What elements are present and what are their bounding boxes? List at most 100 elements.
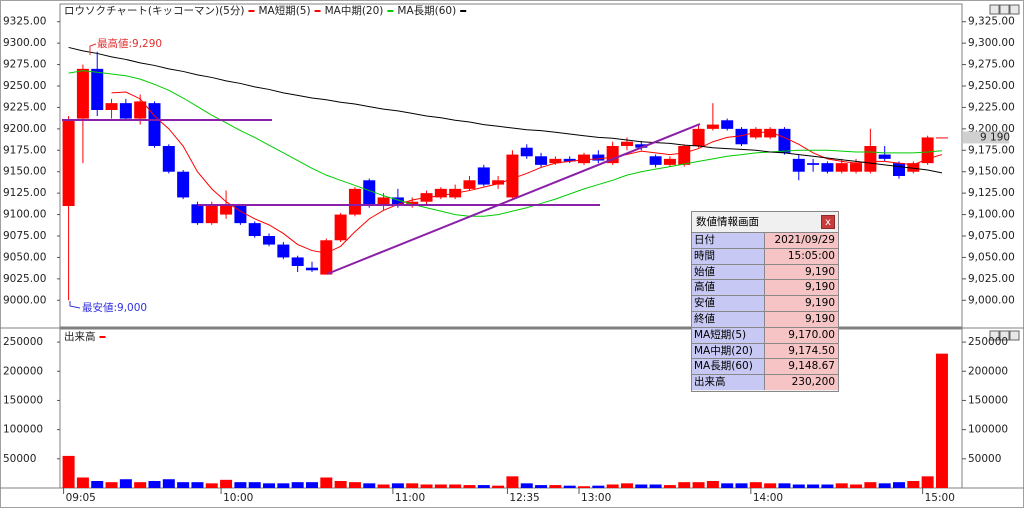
candle-body — [792, 158, 805, 172]
y-tick-label: 9050.00 — [3, 251, 46, 263]
info-panel[interactable]: 数値情報画面 x 日付 2021/09/29 時間 15:05:00 始値 9,190 高値… — [691, 211, 839, 392]
volume-bar — [578, 486, 591, 488]
candle-body — [893, 163, 906, 176]
volume-tick-label: 250000 — [3, 336, 43, 348]
legend-marker — [99, 336, 106, 338]
volume-bar — [635, 484, 648, 488]
info-key: MA中期(20) — [692, 343, 765, 359]
y-tick-label: 9075.00 — [3, 230, 46, 242]
y-tick-label: 9175.00 — [3, 144, 46, 156]
info-row: 時間 15:05:00 — [692, 247, 838, 264]
info-row: 安値 9,190 — [692, 295, 838, 311]
volume-bar — [363, 483, 376, 488]
volume-bar — [406, 483, 419, 488]
candle-body — [263, 236, 276, 245]
y2-tick-label: 9,225.00 — [968, 101, 1015, 113]
chart-title: ロウソクチャート(キッコーマン)(5分) — [64, 5, 244, 17]
info-row: 高値 9,190 — [692, 279, 838, 296]
candle-body — [377, 197, 390, 206]
volume-bar — [134, 482, 147, 488]
close-button[interactable]: x — [821, 215, 835, 229]
window-buttons[interactable] — [989, 4, 1020, 341]
y2-tick-label: 9,025.00 — [968, 273, 1015, 285]
info-key: MA長期(60) — [692, 359, 765, 375]
volume-bar — [320, 477, 333, 488]
y2-tick-label: 9,275.00 — [968, 59, 1015, 71]
y2-tick-label: 9,250.00 — [968, 80, 1015, 92]
y-tick-label: 9100.00 — [3, 209, 46, 221]
volume-tick-label: 150000 — [3, 394, 43, 406]
candle-body — [391, 197, 404, 206]
info-key: 終値 — [692, 311, 765, 327]
button[interactable] — [1009, 4, 1020, 15]
candle-body — [592, 154, 605, 161]
candle-body — [205, 206, 218, 224]
candle-body — [492, 180, 505, 185]
volume-bar — [334, 480, 347, 488]
volume-bar — [807, 484, 820, 488]
volume-bar — [391, 483, 404, 488]
y-tick-label: 9200.00 — [3, 123, 46, 135]
candle-body — [778, 128, 791, 153]
info-value: 15:05:00 — [765, 248, 838, 264]
volume-bar — [721, 483, 734, 488]
y2-tick-label: 9,075.00 — [968, 230, 1015, 242]
candle-body — [663, 158, 676, 165]
info-value: 9,190 — [765, 264, 838, 280]
info-value: 9,174.50 — [765, 343, 838, 359]
button[interactable] — [999, 4, 1010, 15]
volume-bar — [620, 483, 633, 488]
candle-body — [320, 240, 333, 275]
volume-bar — [492, 485, 505, 488]
volume-bar — [678, 482, 691, 488]
low-label: 最安値:9,000 — [82, 301, 147, 314]
button[interactable] — [999, 330, 1010, 341]
volume-tick-label: 200000 — [3, 365, 43, 377]
info-value: 2021/09/29 — [765, 233, 838, 248]
x-tick-label: 09:05 — [66, 492, 96, 504]
volume-bar — [119, 479, 132, 488]
volume-bar — [663, 485, 676, 488]
high-annotation: 最高値:9,290 — [89, 37, 162, 55]
ma-line — [68, 70, 943, 217]
volume-bar — [420, 484, 433, 488]
y-tick-label: 9025.00 — [3, 273, 46, 285]
button[interactable] — [1009, 330, 1020, 341]
info-title: 数値情報画面 — [696, 216, 759, 228]
y2-tick-label: 9,175.00 — [968, 144, 1015, 156]
info-rows: 日付 2021/09/29 時間 15:05:00 始値 9,190 高値 9,190 安値 9,… — [692, 232, 838, 390]
candle-body — [878, 154, 891, 159]
volume-bar — [692, 482, 705, 488]
candle-body — [520, 147, 533, 157]
candle-body — [864, 146, 877, 172]
volume-bar — [248, 482, 261, 488]
info-key: 出来高 — [692, 375, 765, 390]
button[interactable] — [989, 4, 1000, 15]
candle-body — [678, 146, 691, 165]
volume-bar — [735, 483, 748, 488]
candle-body — [735, 128, 748, 145]
candle-body — [305, 267, 318, 271]
candle-body — [535, 156, 548, 165]
legend-label: MA中期(20) — [325, 4, 384, 17]
ma-line — [68, 46, 943, 174]
candle-body — [248, 223, 261, 236]
button[interactable] — [989, 330, 1000, 341]
info-value: 9,148.67 — [765, 359, 838, 375]
volume-bar — [291, 482, 304, 488]
low-annotation: 最安値:9,000 — [69, 301, 147, 314]
info-value: 230,200 — [765, 375, 838, 390]
volume-bar — [907, 480, 920, 488]
ma-line — [111, 91, 943, 254]
candle-body — [477, 167, 490, 185]
candle-body — [62, 120, 75, 206]
volume-bar — [506, 476, 519, 488]
candle-body — [506, 154, 519, 198]
info-row: 始値 9,190 — [692, 263, 838, 280]
x-tick-label: 10:00 — [223, 492, 253, 504]
y-tick-label: 9150.00 — [3, 166, 46, 178]
legend-marker — [314, 10, 321, 12]
x-tick-label: 13:00 — [581, 492, 611, 504]
volume-bar — [177, 482, 190, 488]
volume-bar — [649, 484, 662, 488]
